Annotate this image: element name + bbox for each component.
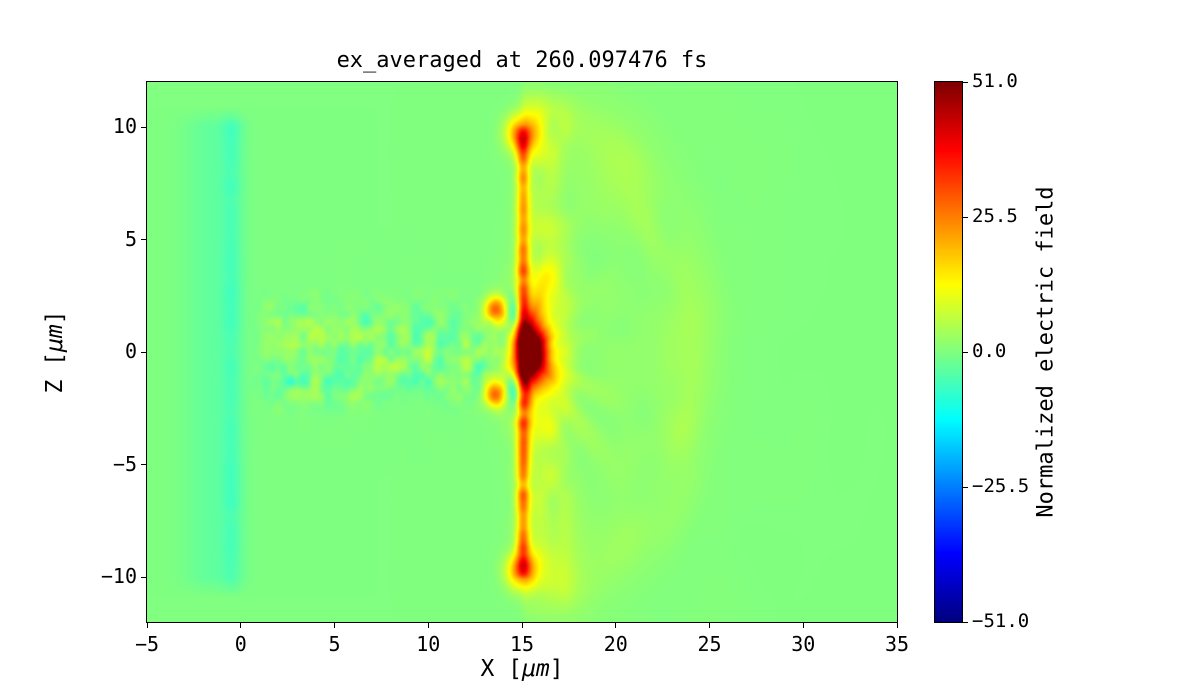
colorbar-tick-label: 25.5 [972, 205, 1018, 227]
colorbar-tick-label: −25.5 [972, 475, 1030, 497]
x-tick-label: 30 [791, 632, 816, 656]
colorbar-tick [963, 81, 968, 83]
x-tick [896, 623, 898, 628]
colorbar-tick-label: 0.0 [972, 340, 1007, 362]
y-tick-label: −5 [112, 451, 137, 476]
colorbar-tick-label: 51.0 [972, 70, 1018, 92]
colorbar-tick-label: −51.0 [972, 610, 1030, 632]
x-tick [334, 623, 335, 628]
y-tick [141, 464, 146, 465]
x-tick-label: 35 [884, 632, 910, 656]
colorbar-tick [963, 351, 968, 353]
x-tick [521, 623, 523, 628]
y-tick [141, 351, 146, 353]
x-axis-label: X [μm] [147, 656, 897, 682]
heatmap-canvas [147, 82, 897, 622]
x-tick [802, 623, 804, 628]
x-tick-label: 0 [234, 632, 247, 656]
colorbar-tick [963, 216, 968, 218]
colorbar-tick [963, 486, 968, 488]
colorbar [934, 81, 963, 623]
x-tick-label: 15 [509, 632, 535, 656]
y-tick-label: 10 [112, 114, 137, 138]
plot-title: ex_averaged at 260.097476 fs [336, 48, 708, 73]
y-axis-label-pre: Z [ [42, 352, 68, 394]
plot-area [146, 81, 898, 623]
x-axis-label-post: ] [549, 656, 564, 682]
y-axis-label: Z [μm] [42, 310, 68, 393]
x-tick [240, 623, 242, 628]
x-tick [146, 623, 148, 628]
y-tick-label: 5 [124, 226, 137, 251]
y-axis-label-unit: μm [42, 324, 68, 353]
y-tick [141, 239, 146, 240]
y-tick-label: 0 [124, 339, 137, 363]
x-tick-label: −5 [134, 632, 160, 656]
x-tick-label: 25 [697, 632, 722, 656]
x-tick-label: 5 [328, 632, 341, 656]
y-tick [141, 576, 146, 578]
colorbar-canvas [935, 82, 962, 622]
x-tick-label: 20 [603, 632, 628, 656]
y-tick [141, 126, 146, 128]
x-tick [615, 623, 617, 628]
y-axis-label-post: ] [42, 310, 68, 325]
y-tick-label: −10 [100, 564, 137, 588]
x-tick [427, 623, 429, 628]
x-tick [709, 623, 710, 628]
x-axis-label-unit: μm [521, 656, 550, 682]
colorbar-tick [963, 621, 968, 623]
x-tick-label: 10 [416, 632, 441, 656]
x-axis-label-pre: X [ [480, 656, 522, 682]
